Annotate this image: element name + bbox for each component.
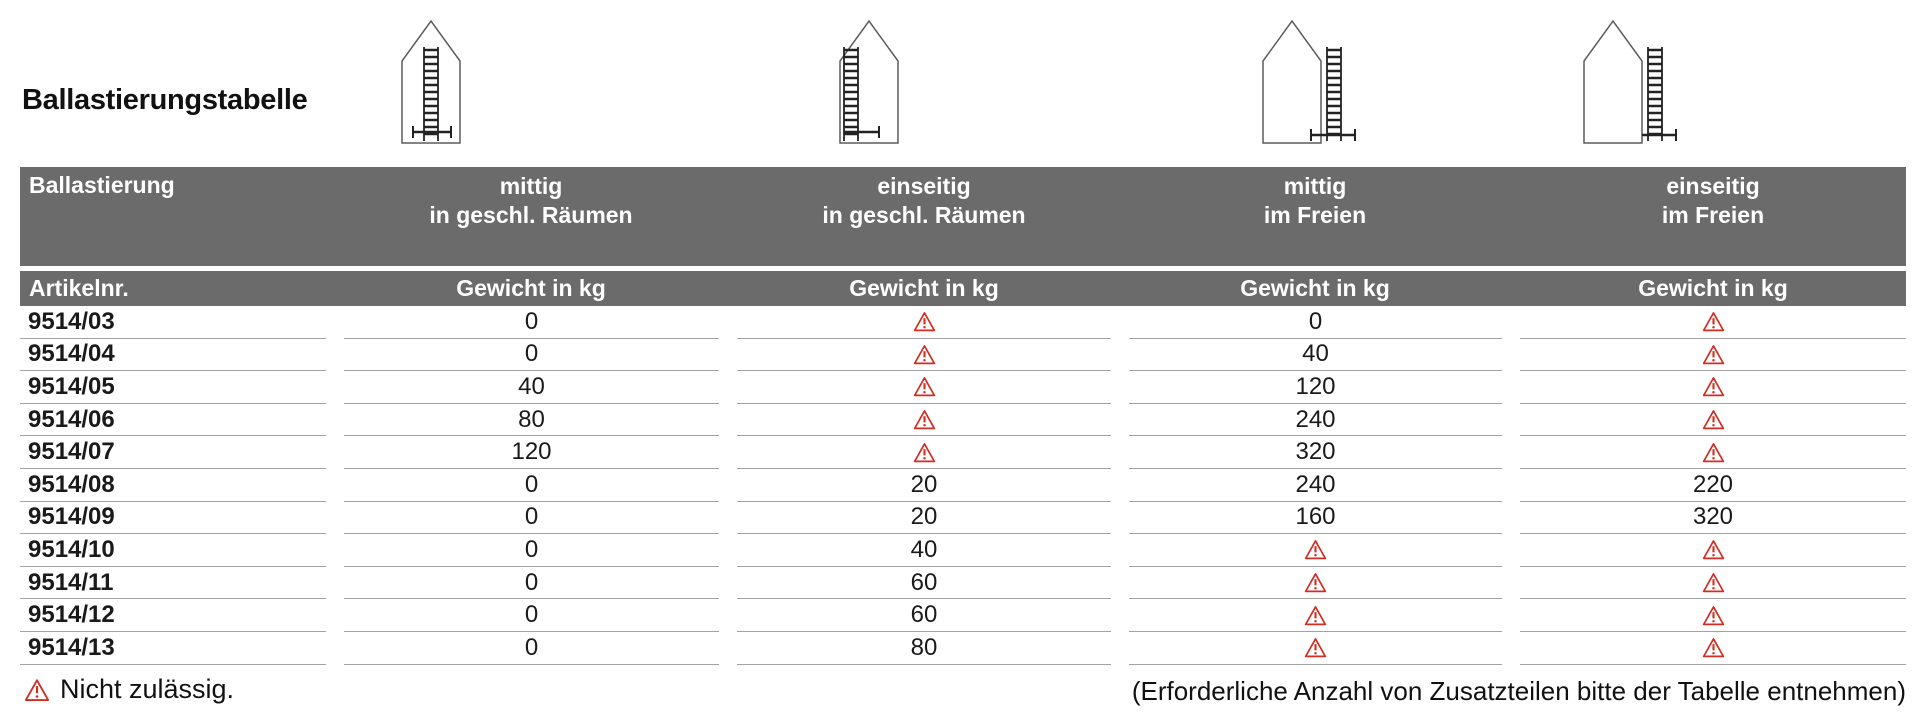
table-row: 9514/10 0 40 — [20, 534, 1906, 567]
not-permitted-warning-icon — [1520, 599, 1906, 632]
column-header-einseitig-outdoor: einseitig im Freien — [1661, 173, 1765, 228]
legend-text: Nicht zulässig. — [60, 674, 235, 704]
weight-value: 40 — [737, 534, 1111, 567]
table-row: 9514/08 0 20 240 220 — [20, 469, 1906, 502]
weight-value: 0 — [344, 632, 719, 665]
warning-triangle-icon — [24, 678, 50, 701]
not-permitted-warning-icon — [1129, 534, 1502, 567]
article-number: 9514/06 — [20, 404, 326, 437]
article-number: 9514/07 — [20, 436, 326, 469]
weight-value: 0 — [344, 599, 719, 632]
weight-value: 160 — [1129, 502, 1502, 535]
article-number: 9514/10 — [20, 534, 326, 567]
article-number: 9514/12 — [20, 599, 326, 632]
table-header-band: Ballastierung mittig in geschl. Räumen e… — [20, 167, 1906, 266]
footnote: (Erforderliche Anzahl von Zusatzteilen b… — [1131, 676, 1906, 706]
weight-value: 0 — [344, 469, 719, 502]
not-permitted-warning-icon — [737, 339, 1111, 372]
weight-value: 240 — [1129, 404, 1502, 437]
weight-value: 0 — [344, 534, 719, 567]
table-row: 9514/03 0 0 — [20, 306, 1906, 339]
house-ladder-one-side-indoor-icon — [839, 19, 899, 144]
table-subheader-band: Artikelnr. Gewicht in kg Gewicht in kg G… — [20, 271, 1906, 306]
weight-value: 0 — [344, 306, 719, 339]
not-permitted-warning-icon — [1129, 567, 1502, 600]
weight-value: 80 — [344, 404, 719, 437]
column-header-mittig-indoor: mittig in geschl. Räumen — [429, 173, 633, 228]
weight-value: 0 — [344, 339, 719, 372]
house-ladder-centered-indoor-icon — [401, 19, 461, 144]
column-header-einseitig-indoor: einseitig in geschl. Räumen — [822, 173, 1026, 228]
weight-value: 120 — [1129, 371, 1502, 404]
house-ladder-centered-outdoor-icon — [1262, 19, 1356, 144]
not-permitted-warning-icon — [1520, 404, 1906, 437]
legend: Nicht zulässig. — [24, 674, 234, 705]
weight-header: Gewicht in kg — [849, 275, 999, 301]
not-permitted-warning-icon — [1520, 632, 1906, 665]
table-row: 9514/05 40 120 — [20, 371, 1906, 404]
table-row: 9514/09 0 20 160 320 — [20, 502, 1906, 535]
weight-value: 20 — [737, 502, 1111, 535]
column-header-mittig-outdoor: mittig im Freien — [1263, 173, 1367, 228]
table-row: 9514/13 0 80 — [20, 632, 1906, 665]
table-row: 9514/07 120 320 — [20, 436, 1906, 469]
weight-value: 220 — [1520, 469, 1906, 502]
weight-header: Gewicht in kg — [1240, 275, 1390, 301]
not-permitted-warning-icon — [737, 404, 1111, 437]
article-number: 9514/09 — [20, 502, 326, 535]
weight-value: 40 — [1129, 339, 1502, 372]
table-row: 9514/12 0 60 — [20, 599, 1906, 632]
not-permitted-warning-icon — [1520, 339, 1906, 372]
not-permitted-warning-icon — [1520, 306, 1906, 339]
not-permitted-warning-icon — [1520, 371, 1906, 404]
table-row: 9514/06 80 240 — [20, 404, 1906, 437]
article-number: 9514/08 — [20, 469, 326, 502]
not-permitted-warning-icon — [1520, 436, 1906, 469]
article-number: 9514/05 — [20, 371, 326, 404]
weight-header: Gewicht in kg — [1638, 275, 1788, 301]
not-permitted-warning-icon — [737, 306, 1111, 339]
weight-value: 20 — [737, 469, 1111, 502]
weight-value: 0 — [344, 502, 719, 535]
table-row: 9514/11 0 60 — [20, 567, 1906, 600]
article-number-header: Artikelnr. — [29, 275, 129, 301]
weight-value: 120 — [344, 436, 719, 469]
table-row: 9514/04 0 40 — [20, 339, 1906, 372]
weight-header: Gewicht in kg — [456, 275, 606, 301]
not-permitted-warning-icon — [1129, 599, 1502, 632]
weight-value: 60 — [737, 567, 1111, 600]
weight-value: 320 — [1129, 436, 1502, 469]
weight-value: 40 — [344, 371, 719, 404]
not-permitted-warning-icon — [1520, 534, 1906, 567]
weight-value: 320 — [1520, 502, 1906, 535]
article-number: 9514/03 — [20, 306, 326, 339]
not-permitted-warning-icon — [737, 371, 1111, 404]
article-number: 9514/04 — [20, 339, 326, 372]
weight-value: 0 — [344, 567, 719, 600]
not-permitted-warning-icon — [1129, 632, 1502, 665]
weight-value: 80 — [737, 632, 1111, 665]
corner-header: Ballastierung — [29, 172, 175, 198]
house-ladder-one-side-outdoor-icon — [1583, 19, 1677, 144]
not-permitted-warning-icon — [737, 436, 1111, 469]
not-permitted-warning-icon — [1520, 567, 1906, 600]
article-number: 9514/11 — [20, 567, 326, 600]
weight-value: 60 — [737, 599, 1111, 632]
weight-value: 0 — [1129, 306, 1502, 339]
weight-value: 240 — [1129, 469, 1502, 502]
article-number: 9514/13 — [20, 632, 326, 665]
page-title: Ballastierungstabelle — [22, 84, 308, 116]
table-body: 9514/03 0 0 9514/04 0 40 9514/05 40 120 951… — [20, 306, 1906, 665]
